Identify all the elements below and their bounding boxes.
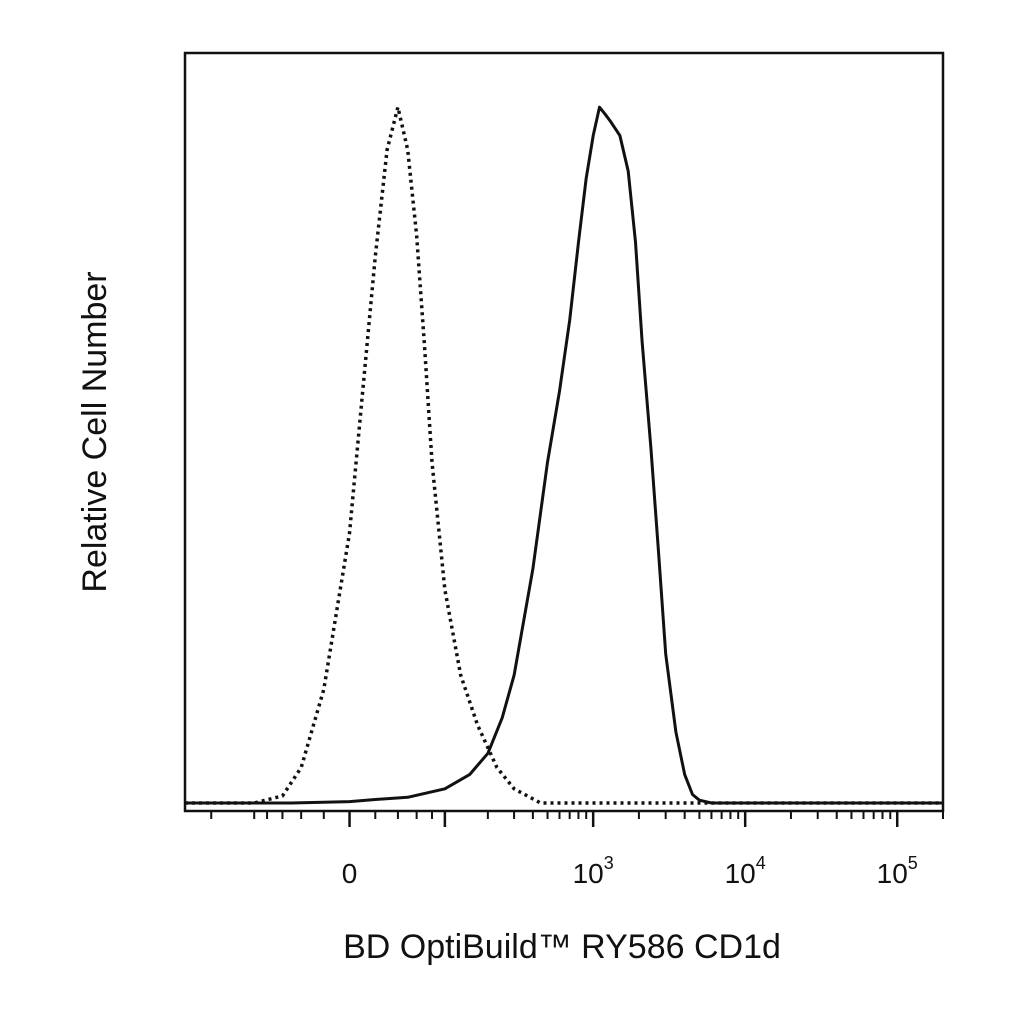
x-axis-label: BD OptiBuild™ RY586 CD1d xyxy=(343,928,781,966)
x-tick-label: 0 xyxy=(342,858,358,889)
x-axis-ticks xyxy=(210,811,944,827)
plot-frame xyxy=(183,51,945,813)
x-tick-label: 104 xyxy=(725,853,766,889)
x-axis-tick-labels: 0 103 104 105 xyxy=(342,853,918,889)
series-layer xyxy=(185,105,943,805)
y-axis-label: Relative Cell Number xyxy=(76,271,114,592)
x-tick-label: 105 xyxy=(877,853,918,889)
series-line-stained xyxy=(185,105,943,805)
series-line-control xyxy=(185,105,943,805)
x-tick-label: 103 xyxy=(573,853,614,889)
